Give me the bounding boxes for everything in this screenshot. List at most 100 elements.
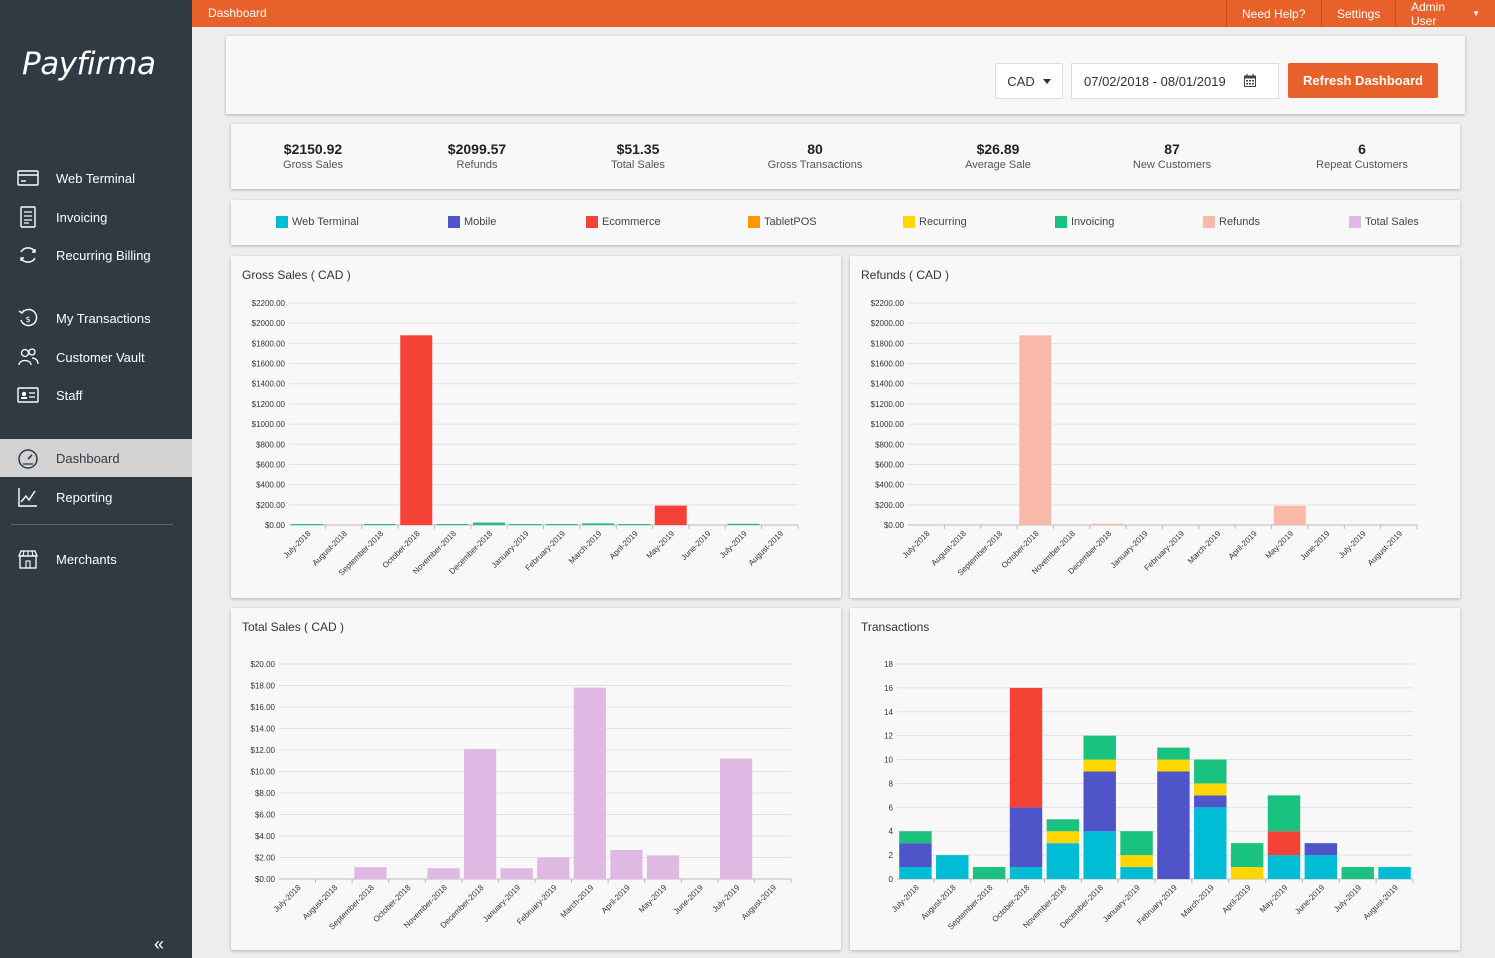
user-menu[interactable]: Admin User ▼ bbox=[1395, 0, 1495, 28]
bar-segment[interactable] bbox=[1083, 735, 1116, 760]
bar-segment[interactable] bbox=[936, 855, 969, 879]
sidebar-item-staff[interactable]: Staff bbox=[0, 376, 192, 414]
sidebar-item-my-transactions[interactable]: $ My Transactions bbox=[0, 299, 192, 337]
bar[interactable] bbox=[291, 524, 324, 525]
bar[interactable] bbox=[1019, 335, 1052, 525]
bar[interactable] bbox=[1091, 523, 1124, 525]
bar-segment[interactable] bbox=[1157, 771, 1190, 880]
bar-segment[interactable] bbox=[1194, 807, 1227, 879]
collapse-sidebar-button[interactable]: « bbox=[154, 934, 165, 954]
bar-segment[interactable] bbox=[1267, 795, 1301, 832]
legend-swatch bbox=[586, 216, 598, 228]
bar-segment[interactable] bbox=[1120, 855, 1153, 868]
bar[interactable] bbox=[610, 849, 643, 879]
chart-title: Transactions bbox=[861, 620, 930, 634]
bar[interactable] bbox=[1273, 505, 1306, 525]
brand-logo[interactable]: Payfirma bbox=[22, 46, 156, 82]
settings-link[interactable]: Settings bbox=[1321, 0, 1395, 27]
breadcrumb[interactable]: Dashboard bbox=[208, 6, 267, 20]
refunds-chart: $0.00 $200.00 $400.00 $600.00 $800.00 $1000.0… bbox=[871, 299, 1418, 578]
sidebar-item-reporting[interactable]: Reporting bbox=[0, 478, 192, 516]
legend-swatch bbox=[903, 216, 915, 228]
bar-segment[interactable] bbox=[1083, 831, 1116, 879]
refresh-dashboard-button[interactable]: Refresh Dashboard bbox=[1288, 63, 1438, 98]
bar-segment[interactable] bbox=[1267, 831, 1301, 856]
x-tick-label: July-2019 bbox=[718, 529, 749, 560]
bar[interactable] bbox=[646, 855, 680, 879]
bar-segment[interactable] bbox=[1120, 831, 1153, 856]
stat-average-sale: $26.89 Average Sale bbox=[965, 141, 1031, 171]
bar[interactable] bbox=[727, 523, 760, 525]
y-tick-label: $200.00 bbox=[256, 501, 285, 510]
currency-select[interactable]: CAD bbox=[995, 63, 1063, 99]
bar-segment[interactable] bbox=[1230, 843, 1264, 868]
bar-segment[interactable] bbox=[1083, 759, 1116, 772]
legend-swatch bbox=[1349, 216, 1361, 228]
bar[interactable] bbox=[545, 524, 578, 525]
y-tick-label: $800.00 bbox=[256, 440, 285, 449]
legend-refunds[interactable]: Refunds bbox=[1203, 216, 1260, 228]
bar-segment[interactable] bbox=[1304, 855, 1338, 879]
bar-segment[interactable] bbox=[899, 831, 932, 844]
bar-segment[interactable] bbox=[1194, 783, 1227, 796]
legend-recurring[interactable]: Recurring bbox=[903, 216, 967, 228]
bar-segment[interactable] bbox=[1046, 843, 1080, 879]
bar[interactable] bbox=[582, 523, 615, 525]
x-tick-label: August-2018 bbox=[930, 529, 969, 568]
bar[interactable] bbox=[472, 522, 505, 525]
bar[interactable] bbox=[363, 524, 396, 525]
sidebar: Payfirma Web Terminal Invoicing Recurrin… bbox=[0, 0, 192, 958]
bar-segment[interactable] bbox=[1157, 759, 1190, 772]
bar-segment[interactable] bbox=[1120, 867, 1153, 879]
bar-segment[interactable] bbox=[1009, 867, 1043, 879]
bar[interactable] bbox=[464, 748, 497, 879]
y-tick-label: 12 bbox=[884, 732, 893, 741]
sidebar-item-dashboard[interactable]: Dashboard bbox=[0, 439, 192, 477]
legend-tabletpos[interactable]: TabletPOS bbox=[748, 216, 817, 228]
bar-segment[interactable] bbox=[1157, 747, 1190, 760]
bar-segment[interactable] bbox=[1083, 771, 1116, 832]
bar-segment[interactable] bbox=[1046, 831, 1080, 844]
bar[interactable] bbox=[618, 524, 651, 525]
x-tick-label: July-2018 bbox=[282, 529, 313, 560]
legend-mobile[interactable]: Mobile bbox=[448, 216, 496, 228]
bar[interactable] bbox=[354, 867, 387, 879]
sidebar-item-customer-vault[interactable]: Customer Vault bbox=[0, 338, 192, 376]
sidebar-item-invoicing[interactable]: Invoicing bbox=[0, 198, 192, 236]
bar[interactable] bbox=[400, 335, 433, 525]
bar[interactable] bbox=[537, 857, 570, 880]
bar-segment[interactable] bbox=[1341, 867, 1374, 879]
bar-segment[interactable] bbox=[1009, 687, 1043, 808]
help-link[interactable]: Need Help? bbox=[1226, 0, 1320, 27]
bar[interactable] bbox=[427, 868, 460, 879]
bar[interactable] bbox=[573, 687, 606, 879]
bar[interactable] bbox=[654, 505, 687, 525]
y-tick-label: $16.00 bbox=[251, 703, 276, 712]
legend-ecommerce[interactable]: Ecommerce bbox=[586, 216, 661, 228]
sidebar-item-recurring-billing[interactable]: Recurring Billing bbox=[0, 236, 192, 274]
sidebar-item-web-terminal[interactable]: Web Terminal bbox=[0, 159, 192, 197]
bar[interactable] bbox=[500, 868, 533, 879]
date-range-input[interactable]: 07/02/2018 - 08/01/2019 bbox=[1071, 63, 1279, 99]
y-tick-label: $8.00 bbox=[255, 789, 276, 798]
bar-segment[interactable] bbox=[1230, 867, 1264, 879]
bar-segment[interactable] bbox=[1046, 819, 1080, 832]
legend-web-terminal[interactable]: Web Terminal bbox=[276, 216, 359, 228]
x-tick-label: May-2019 bbox=[637, 883, 669, 915]
legend-total-sales[interactable]: Total Sales bbox=[1349, 216, 1419, 228]
bar[interactable] bbox=[509, 524, 542, 525]
bar-segment[interactable] bbox=[1304, 843, 1338, 856]
legend-invoicing[interactable]: Invoicing bbox=[1055, 216, 1114, 228]
bar-segment[interactable] bbox=[1378, 867, 1411, 879]
bar-segment[interactable] bbox=[899, 867, 932, 879]
bar-segment[interactable] bbox=[1194, 759, 1227, 784]
bar[interactable] bbox=[720, 758, 753, 879]
bar-segment[interactable] bbox=[1267, 855, 1301, 879]
bar-segment[interactable] bbox=[1009, 807, 1043, 868]
bar-segment[interactable] bbox=[972, 867, 1006, 879]
y-tick-label: 16 bbox=[884, 684, 893, 693]
bar-segment[interactable] bbox=[899, 843, 932, 868]
sidebar-item-merchants[interactable]: Merchants bbox=[0, 540, 192, 578]
bar-segment[interactable] bbox=[1194, 795, 1227, 808]
bar[interactable] bbox=[436, 524, 469, 525]
